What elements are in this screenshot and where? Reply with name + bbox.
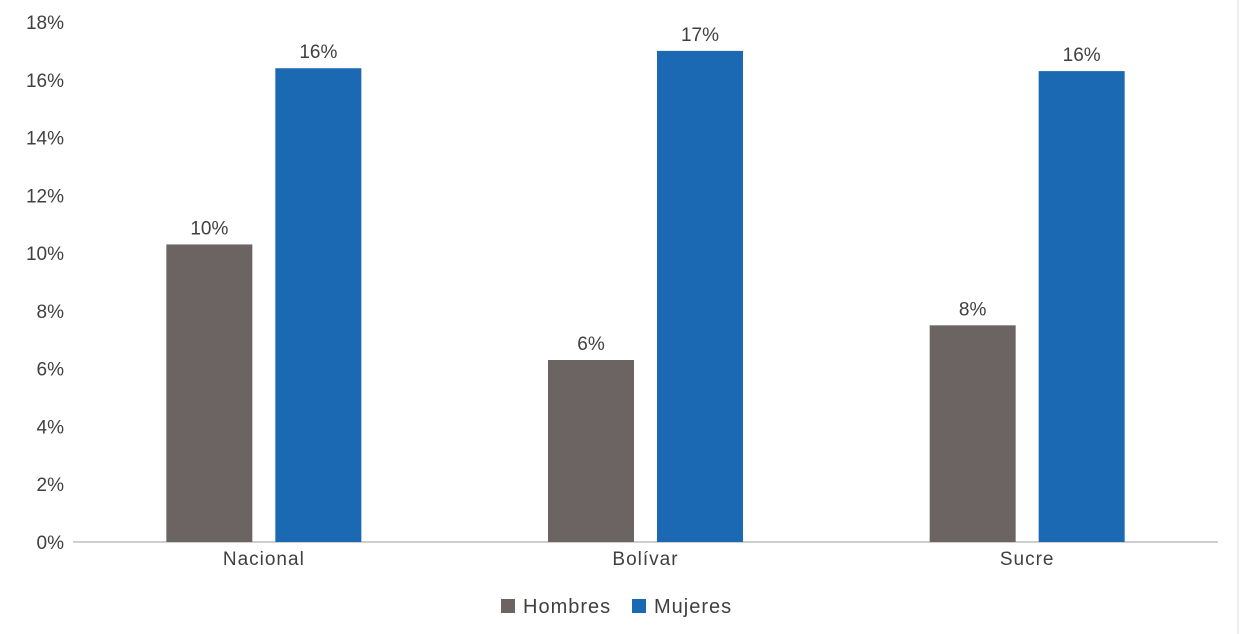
bar-hombres-sucre: [929, 325, 1016, 542]
y-tick-label: 0%: [37, 533, 65, 554]
legend-swatch-hombres: [501, 599, 515, 613]
bar-hombres-bolívar: [548, 360, 634, 542]
data-label: 10%: [190, 218, 228, 239]
legend-swatch-mujeres: [632, 599, 646, 613]
y-axis: 0% 2% 4% 6% 8% 10% 12% 14% 16% 18%: [26, 13, 64, 554]
bars-group: [166, 50, 1125, 543]
x-tick-label: Sucre: [1000, 549, 1055, 570]
y-tick-label: 6%: [37, 360, 65, 381]
bar-hombres-nacional: [166, 244, 253, 542]
y-tick-label: 2%: [37, 475, 65, 496]
y-tick-label: 10%: [26, 244, 64, 265]
y-tick-label: 14%: [26, 129, 64, 150]
data-label: 6%: [577, 334, 605, 355]
data-label: 17%: [681, 25, 719, 46]
legend-label-hombres: Hombres: [523, 596, 611, 618]
x-axis: Nacional Bolívar Sucre: [223, 549, 1055, 570]
legend: Hombres Mujeres: [501, 596, 732, 618]
data-label: 16%: [299, 42, 337, 63]
bar-mujeres-sucre: [1038, 71, 1125, 542]
data-label: 16%: [1063, 45, 1101, 66]
y-tick-label: 8%: [37, 302, 65, 323]
legend-label-mujeres: Mujeres: [654, 596, 732, 618]
bar-mujeres-bolívar: [657, 50, 743, 543]
y-tick-label: 12%: [26, 186, 64, 207]
data-label: 8%: [959, 299, 987, 320]
y-tick-label: 18%: [26, 13, 64, 34]
x-tick-label: Bolívar: [612, 549, 678, 570]
bar-mujeres-nacional: [275, 68, 362, 542]
data-labels-group: 10% 16% 6% 17% 8% 16%: [190, 25, 1100, 355]
y-tick-label: 16%: [26, 71, 64, 92]
x-tick-label: Nacional: [223, 549, 305, 570]
y-tick-label: 4%: [37, 417, 65, 438]
